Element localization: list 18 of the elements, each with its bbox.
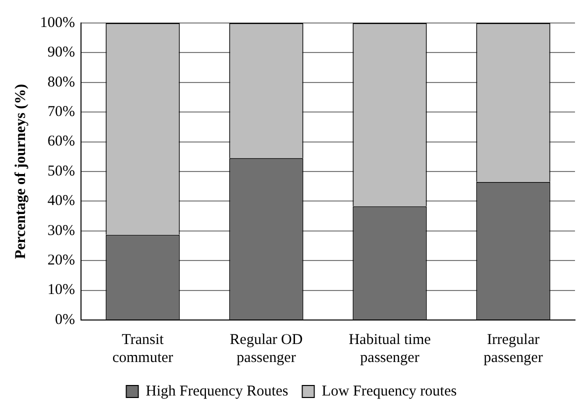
y-tick-label: 90% [47,44,75,61]
y-tick-label: 30% [47,222,75,239]
y-tick-label: 20% [47,252,75,269]
y-axis-title: Percentage of journeys (%) [12,84,29,260]
y-tick-label: 100% [40,14,75,31]
x-tick-label: Irregular passenger [484,332,543,366]
y-tick-label: 10% [47,282,75,298]
legend-label: Low Frequency routes [322,383,457,400]
x-tick-label: Habitual time passenger [348,332,432,366]
y-tick-label: 0% [54,312,75,328]
y-tick-label: 50% [47,163,75,180]
y-tick-label: 60% [47,134,75,150]
x-tick-label: Regular OD passenger [230,332,303,366]
y-tick-label: 80% [47,74,75,90]
x-tick-label: Transit commuter [112,332,174,366]
legend-label: High Frequency Routes [146,383,288,400]
y-tick-label: 40% [47,193,75,210]
y-tick-label: 70% [47,104,75,120]
